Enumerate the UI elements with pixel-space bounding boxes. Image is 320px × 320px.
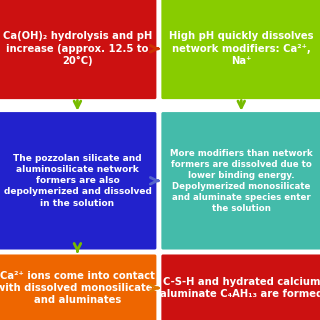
FancyBboxPatch shape [0,253,157,320]
Text: The pozzolan silicate and
aluminosilicate network
formers are also
depolymerized: The pozzolan silicate and aluminosilicat… [4,154,151,207]
FancyBboxPatch shape [160,253,320,320]
FancyBboxPatch shape [0,111,157,251]
Text: More modifiers than network
formers are dissolved due to
lower binding energy.
D: More modifiers than network formers are … [170,148,313,213]
FancyBboxPatch shape [0,0,157,100]
FancyBboxPatch shape [160,0,320,100]
Text: Ca(OH)₂ hydrolysis and pH
increase (approx. 12.5 to
20°C): Ca(OH)₂ hydrolysis and pH increase (appr… [3,31,152,66]
FancyBboxPatch shape [160,111,320,251]
Text: Ca²⁺ ions come into contact
with dissolved monosilicates
and aluminates: Ca²⁺ ions come into contact with dissolv… [0,271,159,305]
Text: High pH quickly dissolves
network modifiers: Ca²⁺,
Na⁺: High pH quickly dissolves network modifi… [169,31,314,66]
Text: C-S-H and hydrated calcium
aluminate C₄AH₁₃ are formed: C-S-H and hydrated calcium aluminate C₄A… [160,277,320,299]
